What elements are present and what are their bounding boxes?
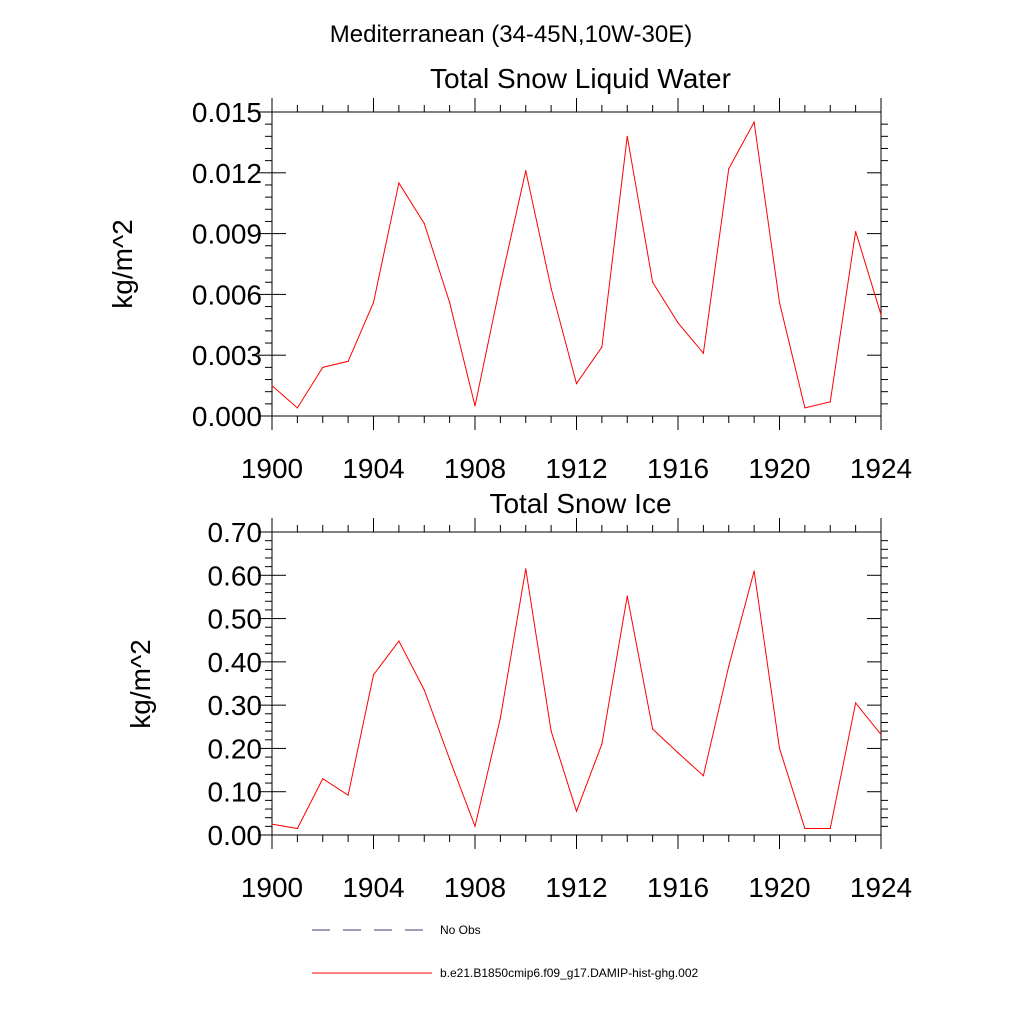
data-point [829,827,831,830]
x-tick-label: 1916 [647,872,709,903]
data-point [296,407,298,409]
series-line [271,568,882,830]
data-point [652,728,654,730]
data-point [855,702,857,704]
data-point [449,301,451,304]
y-tick-label: 0.00 [208,820,263,851]
y-tick-label: 0.012 [192,158,262,189]
data-point [626,135,628,137]
figure-suptitle: Mediterranean (34-45N,10W-30E) [330,21,692,48]
plot-frame [271,531,882,836]
x-tick-label: 1900 [241,453,303,484]
data-point [753,570,755,572]
data-point [804,407,806,409]
snow-liquid-water-panel: Total Snow Liquid Water kg/m^2 1900 1904 190… [107,63,912,484]
x-tick-label: 1924 [850,453,912,484]
panel-title: Total Snow Liquid Water [430,63,731,94]
x-tick-label: 1904 [342,872,404,903]
data-point [550,730,552,732]
data-point [372,301,375,304]
y-tick-label: 0.015 [192,97,262,128]
data-point [626,595,628,597]
y-tick-label: 0.60 [208,560,263,591]
y-tick-label: 0.30 [208,690,263,721]
data-point [525,568,527,570]
data-point [855,230,857,233]
data-point [702,775,704,777]
data-point [271,385,273,387]
legend-entry-model: b.e21.B1850cmip6.f09_g17.DAMIP-hist-ghg.… [312,966,698,980]
legend-entry-no-obs: No Obs [312,923,481,937]
snow-ice-panel: Total Snow Ice kg/m^2 1900 1904 1908 1912 1916… [125,488,912,903]
y-tick-label: 0.10 [208,777,263,808]
y-tick-label: 0.003 [192,340,262,371]
data-point [398,640,400,642]
data-point [271,823,273,825]
x-tick-label: 1920 [748,453,810,484]
data-point [575,382,578,385]
data-point [778,301,781,304]
data-point [880,314,882,316]
data-point [423,689,425,691]
data-point [499,717,501,719]
legend: No Obs b.e21.B1850cmip6.f09_g17.DAMIP-hi… [312,923,698,980]
y-tick-label: 0.20 [208,733,263,764]
data-point [474,825,476,827]
data-point [398,182,400,184]
plot-frame [271,111,882,417]
legend-label-model: b.e21.B1850cmip6.f09_g17.DAMIP-hist-ghg.… [440,966,698,980]
data-point [728,168,730,170]
y-tick-label: 0.70 [208,517,263,548]
x-tick-label: 1916 [647,453,709,484]
data-point [601,743,603,745]
y-tick-label: 0.50 [208,604,263,635]
x-tick-label: 1908 [444,872,506,903]
x-tick-label: 1924 [850,872,912,903]
data-point [474,405,476,407]
data-point [423,222,425,225]
data-point [880,733,882,736]
data-point [652,281,654,283]
x-tick-label: 1904 [342,453,404,484]
data-point [677,752,679,754]
series-line [271,120,882,409]
data-point [550,287,552,289]
data-point [601,346,603,348]
x-tick-label: 1912 [545,453,607,484]
legend-label-no-obs: No Obs [440,923,481,937]
data-point [728,665,730,667]
data-point [322,366,324,368]
data-point [753,121,755,123]
data-point [525,170,527,172]
data-point [677,322,679,324]
y-tick-label: 0.006 [192,279,262,310]
data-point [372,674,375,676]
data-point [347,794,349,796]
data-point [702,352,704,354]
data-point [347,360,349,362]
y-tick-label: 0.000 [192,401,262,432]
data-point [449,758,451,760]
x-tick-label: 1908 [444,453,506,484]
data-point [575,810,578,812]
y-axis-label: kg/m^2 [107,219,138,308]
y-tick-label: 0.40 [208,647,263,678]
x-tick-label: 1920 [748,872,810,903]
y-tick-label: 0.009 [192,219,262,250]
data-point [499,283,501,285]
data-point [296,827,298,830]
panel-title: Total Snow Ice [489,488,671,519]
x-tick-label: 1900 [241,872,303,903]
data-point [322,778,324,780]
data-point [778,747,781,750]
data-point [804,827,806,830]
data-point [829,401,831,403]
y-axis-label: kg/m^2 [125,639,156,728]
x-tick-label: 1912 [545,872,607,903]
